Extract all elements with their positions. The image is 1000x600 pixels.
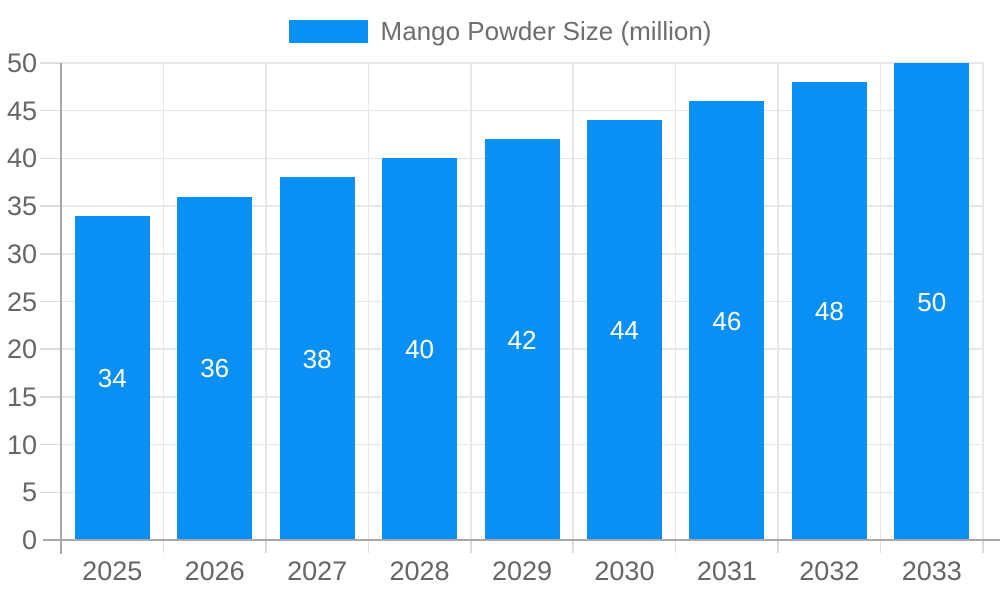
x-tick-label: 2031 bbox=[696, 556, 757, 586]
bar-value-label: 42 bbox=[507, 324, 537, 355]
bar-value-label: 44 bbox=[609, 315, 639, 346]
bar[interactable]: 40 bbox=[382, 158, 458, 540]
x-tick-label: 2033 bbox=[901, 556, 962, 586]
bar[interactable]: 36 bbox=[177, 196, 253, 540]
x-tick bbox=[470, 540, 472, 553]
y-tick bbox=[40, 491, 61, 494]
x-tick bbox=[777, 540, 779, 553]
bar[interactable]: 42 bbox=[484, 139, 560, 540]
x-tick bbox=[367, 540, 370, 553]
x-tick-label: 2025 bbox=[82, 556, 143, 586]
v-gridline bbox=[470, 63, 472, 540]
y-tick-label: 40 bbox=[6, 143, 37, 174]
v-gridline bbox=[982, 63, 984, 540]
y-tick-label: 5 bbox=[21, 477, 37, 508]
x-tick-label: 2030 bbox=[594, 556, 655, 586]
v-gridline bbox=[367, 63, 370, 540]
y-tick-label: 25 bbox=[6, 286, 37, 317]
y-tick-label: 35 bbox=[6, 191, 37, 222]
bar-value-label: 50 bbox=[917, 286, 947, 317]
legend: Mango Powder Size (million) bbox=[0, 17, 1000, 45]
bar-value-label: 48 bbox=[814, 296, 844, 327]
legend-label: Mango Powder Size (million) bbox=[380, 16, 712, 46]
plot-area: 34 36 38 40 42 44 46 48 50 bbox=[40, 62, 1000, 554]
v-gridline bbox=[777, 63, 779, 540]
y-tick bbox=[40, 348, 61, 350]
y-tick-label: 10 bbox=[6, 429, 37, 460]
x-tick-label: 2028 bbox=[389, 556, 450, 586]
y-axis-line bbox=[60, 63, 62, 554]
bar[interactable]: 34 bbox=[74, 215, 150, 540]
y-tick bbox=[40, 443, 61, 446]
x-tick bbox=[572, 540, 574, 553]
y-tick-label: 0 bbox=[21, 525, 37, 555]
y-tick bbox=[40, 300, 61, 303]
bar[interactable]: 38 bbox=[279, 177, 355, 540]
y-tick-label: 45 bbox=[6, 95, 37, 126]
bar-value-label: 36 bbox=[200, 353, 230, 384]
v-gridline bbox=[162, 63, 165, 540]
h-gridline bbox=[61, 62, 983, 64]
legend-item[interactable]: Mango Powder Size (million) bbox=[288, 16, 712, 46]
x-tick-label: 2029 bbox=[491, 556, 553, 586]
y-tick bbox=[40, 205, 61, 207]
bar-value-label: 34 bbox=[97, 362, 127, 393]
h-gridline bbox=[61, 109, 983, 112]
x-tick bbox=[982, 540, 984, 553]
y-tick-label: 50 bbox=[6, 48, 37, 78]
y-tick bbox=[40, 62, 61, 64]
bar[interactable]: 46 bbox=[689, 101, 765, 540]
x-tick bbox=[879, 540, 882, 553]
x-tick bbox=[265, 540, 267, 553]
bar[interactable]: 48 bbox=[791, 82, 867, 540]
legend-swatch-icon bbox=[288, 19, 368, 43]
bar-value-label: 46 bbox=[712, 305, 742, 336]
v-gridline bbox=[265, 63, 267, 540]
x-tick bbox=[674, 540, 677, 553]
y-tick-label: 15 bbox=[6, 381, 37, 412]
bar[interactable]: 50 bbox=[894, 63, 970, 540]
v-gridline bbox=[879, 63, 882, 540]
y-tick bbox=[40, 253, 61, 255]
bar[interactable]: 44 bbox=[586, 120, 662, 540]
x-tick bbox=[162, 540, 165, 553]
bar-value-label: 40 bbox=[405, 334, 434, 365]
x-tick-label: 2026 bbox=[184, 556, 245, 586]
y-tick bbox=[40, 157, 61, 160]
bar-value-label: 38 bbox=[302, 343, 332, 374]
x-axis-line bbox=[43, 538, 1000, 541]
y-tick bbox=[40, 109, 61, 112]
v-gridline bbox=[572, 63, 574, 540]
y-tick-label: 20 bbox=[6, 334, 37, 365]
y-tick-label: 30 bbox=[6, 238, 37, 269]
y-tick bbox=[40, 396, 61, 398]
x-tick-label: 2027 bbox=[287, 556, 348, 586]
v-gridline bbox=[674, 63, 677, 540]
x-tick-label: 2032 bbox=[799, 556, 860, 586]
